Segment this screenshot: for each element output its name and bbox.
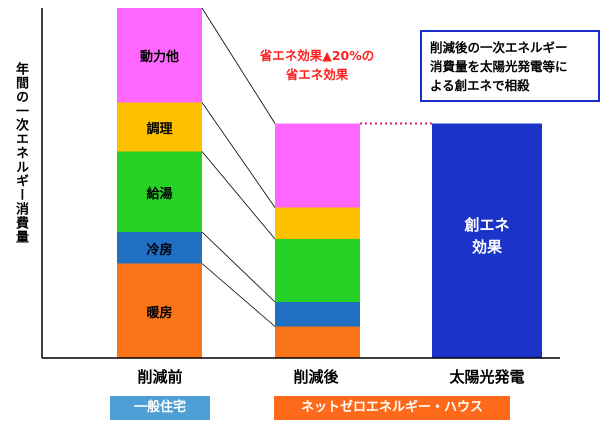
group-badge-general-house: 一般住宅	[110, 396, 210, 420]
bar-segment-0-3	[117, 102, 202, 152]
note-line1: 削減後の一次エネルギー	[430, 40, 568, 55]
connector-line-1	[201, 231, 276, 303]
bar-segment-0-2	[117, 151, 202, 232]
category-label-after: 削減後	[293, 368, 339, 386]
category-label-solar: 太陽光発電	[449, 368, 525, 386]
group-badge-zeh: ネットゼロエネルギー・ハウス	[274, 396, 510, 420]
bar-segment-1-0	[275, 326, 360, 358]
reduction-annotation-line2: 省エネ効果	[285, 67, 349, 82]
connector-line-0	[201, 263, 276, 327]
segment-label-4: 動力他	[139, 50, 179, 66]
solar-label-line1: 創エネ	[464, 216, 510, 234]
solar-bar-label: 創エネ 効果	[432, 214, 542, 258]
bar-segment-0-1	[117, 232, 202, 264]
connector-line-4	[201, 7, 276, 124]
note-line2: 消費量を太陽光発電等に	[430, 59, 568, 74]
note-line3: よる創エネで相殺	[430, 78, 530, 93]
connector-line-2	[201, 151, 276, 240]
reduction-annotation-line1: 省エネ効果▲20%の	[259, 48, 375, 63]
bar-segment-1-2	[275, 239, 360, 302]
bar-segment-2-5	[432, 123, 542, 358]
bar-segment-0-0	[117, 263, 202, 358]
bar-segment-1-4	[275, 123, 360, 208]
offset-note-box: 削減後の一次エネルギー 消費量を太陽光発電等に よる創エネで相殺	[420, 30, 600, 102]
category-label-before: 削減前	[137, 368, 183, 386]
segment-label-0: 暖房	[146, 305, 173, 321]
solar-label-line2: 効果	[471, 238, 502, 256]
y-axis-label: 年間の一次エネルギー消費量	[13, 62, 28, 244]
segment-label-3: 調理	[146, 122, 173, 137]
connector-line-3	[201, 102, 276, 208]
segment-label-2: 給湯	[146, 186, 173, 202]
segment-label-1: 冷房	[146, 242, 173, 258]
bar-segment-1-3	[275, 207, 360, 239]
bar-segment-1-1	[275, 302, 360, 327]
bar-segment-0-4	[117, 8, 202, 103]
